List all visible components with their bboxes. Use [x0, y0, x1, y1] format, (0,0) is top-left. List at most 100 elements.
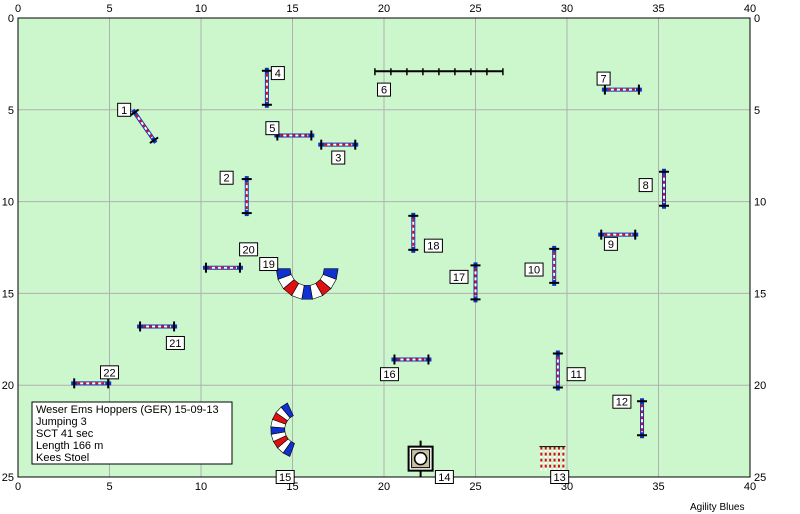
- obstacle-label-box: [270, 66, 285, 81]
- table-center: [413, 451, 428, 466]
- y-tick-label-left: 10: [2, 197, 14, 209]
- obstacle-label-box: [449, 269, 469, 284]
- info-judge: Kees Stoel: [36, 452, 89, 464]
- arena-border: [17, 17, 751, 478]
- obstacle-label-box: [638, 178, 653, 193]
- grid-lines: [18, 18, 750, 477]
- obstacle-number: 12: [616, 397, 628, 409]
- obstacle-label-12: 12: [612, 394, 632, 409]
- tunnel-segment: [275, 268, 292, 280]
- y-tick-label-right: 5: [754, 105, 760, 117]
- x-tick-label-bottom: 0: [15, 481, 21, 493]
- obstacle-label-8: 8: [638, 178, 653, 193]
- obstacle-number: 19: [263, 259, 275, 271]
- obstacle-number: 14: [438, 472, 450, 484]
- obstacle-label-1: 1: [117, 102, 132, 117]
- jump-obstacle-22: [71, 378, 112, 389]
- y-tick-label-left: 20: [2, 380, 14, 392]
- obstacle-number: 5: [269, 123, 275, 135]
- obstacle-label-2: 2: [219, 170, 234, 185]
- jump-obstacle-11: [552, 350, 563, 391]
- obstacle-number: 16: [383, 369, 395, 381]
- y-tick-label-right: 25: [754, 472, 766, 484]
- obstacle-label-box: [100, 365, 119, 380]
- obstacle-label-box: [117, 102, 132, 117]
- y-tick-label-right: 10: [754, 197, 766, 209]
- x-tick-label-top: 5: [106, 3, 112, 15]
- obstacle-label-5: 5: [265, 121, 280, 136]
- obstacle-label-box: [596, 71, 611, 86]
- info-box: Weser Ems Hoppers (GER) 15-09-13 Jumping…: [31, 401, 233, 465]
- obstacle-label-box: [275, 470, 295, 484]
- obstacle-label-box: [265, 121, 280, 136]
- jump-obstacle-3: [318, 139, 359, 150]
- obstacle-label-19: 19: [259, 257, 279, 272]
- obstacle-label-21: 21: [165, 335, 185, 350]
- obstacle-label-box: [612, 394, 632, 409]
- obstacle-label-14: 14: [434, 470, 454, 484]
- obstacle-label-box: [165, 335, 185, 350]
- obstacle-number: 18: [427, 241, 439, 253]
- y-tick-label-left: 25: [2, 472, 14, 484]
- x-tick-label-bottom: 35: [652, 481, 664, 493]
- tunnel-segment: [280, 402, 294, 419]
- obstacle-label-box: [259, 257, 279, 272]
- x-tick-label-top: 35: [652, 3, 664, 15]
- x-tick-label-top: 10: [195, 3, 207, 15]
- obstacle-label-box: [566, 367, 586, 382]
- jump-obstacle-10: [549, 245, 560, 286]
- obstacle-number: 17: [453, 272, 465, 284]
- x-tick-label-bottom: 10: [195, 481, 207, 493]
- obstacle-label-3: 3: [331, 150, 346, 165]
- y-tick-label-left: 0: [8, 13, 14, 25]
- x-tick-label-top: 0: [15, 3, 21, 15]
- obstacle-label-4: 4: [270, 66, 285, 81]
- obstacle-number: 6: [381, 85, 387, 97]
- obstacle-label-18: 18: [423, 238, 443, 253]
- table-obstacle-14: [407, 440, 434, 477]
- obstacle-label-box: [434, 470, 454, 484]
- x-tick-label-bottom: 5: [106, 481, 112, 493]
- obstacle-number: 7: [601, 74, 607, 86]
- obstacle-label-7: 7: [596, 71, 611, 86]
- obstacle-number: 11: [570, 369, 581, 381]
- obstacle-number: 4: [275, 68, 281, 80]
- weave-obstacle-13: [539, 446, 566, 471]
- obstacle-label-11: 11: [566, 367, 586, 382]
- y-tick-label-left: 5: [8, 105, 14, 117]
- x-tick-label-top: 20: [378, 3, 390, 15]
- obstacle-number: 22: [103, 367, 115, 379]
- obstacle-label-13: 13: [550, 470, 570, 484]
- obstacle-number: 2: [224, 173, 230, 185]
- y-tick-label-right: 20: [754, 380, 766, 392]
- obstacle-label-box: [550, 470, 570, 484]
- jump-obstacle-4: [261, 67, 272, 108]
- jump-obstacle-1: [129, 108, 159, 144]
- info-class: Jumping 3: [36, 416, 87, 428]
- obstacle-label-box: [423, 238, 443, 253]
- wall-obstacle-6: [374, 68, 504, 76]
- obstacle-label-box: [331, 150, 346, 165]
- x-tick-label-bottom: 25: [469, 481, 481, 493]
- jump-obstacle-7: [601, 84, 642, 95]
- jump-obstacle-20: [202, 262, 243, 273]
- obstacle-label-box: [239, 242, 259, 257]
- jump-obstacle-12: [637, 398, 648, 439]
- obstacle-label-17: 17: [449, 269, 469, 284]
- obstacle-label-22: 22: [100, 365, 119, 380]
- jump-obstacle-18: [408, 212, 419, 253]
- x-tick-label-top: 30: [561, 3, 573, 15]
- info-title: Weser Ems Hoppers (GER) 15-09-13: [36, 404, 219, 416]
- obstacle-label-16: 16: [379, 367, 399, 382]
- obstacle-label-box: [379, 367, 399, 382]
- info-sct: SCT 41 sec: [36, 428, 94, 440]
- jump-bar-stripes: [135, 114, 154, 139]
- credit-text: Agility Blues: [690, 502, 744, 513]
- tunnel-obstacle-15: [270, 402, 295, 457]
- x-tick-label-bottom: 40: [744, 481, 756, 493]
- info-length: Length 166 m: [36, 440, 103, 452]
- jump-post: [149, 136, 159, 144]
- obstacle-label-box: [524, 262, 544, 277]
